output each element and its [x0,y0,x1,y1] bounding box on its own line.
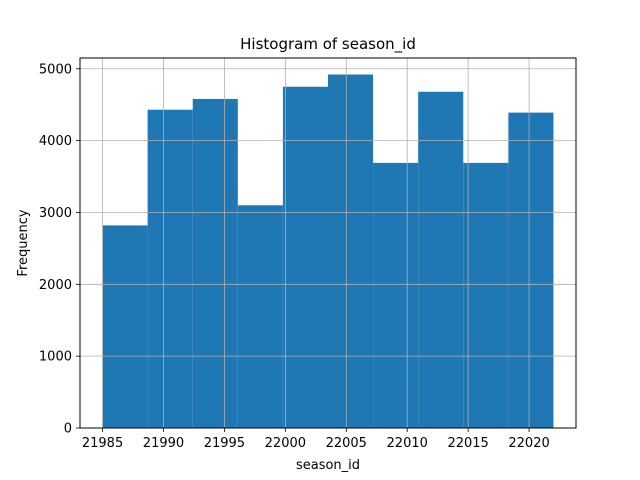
histogram-bar-9 [463,162,509,429]
y-tick-label-4: 3000 [39,206,72,221]
y-axis-label: Frequency [16,209,31,276]
bars-group [102,74,554,429]
histogram-bar-2 [147,109,193,429]
histogram-bar-10 [508,112,554,429]
x-axis-label: season_id [296,458,360,473]
x-tick-label-3: 21995 [204,436,245,451]
y-ticks-group: 0 1000 2000 3000 4000 5000 [39,62,80,437]
y-tick-label-6: 5000 [39,62,72,77]
x-tick-label-1: 21985 [82,436,123,451]
y-tick-label-5: 4000 [39,134,72,149]
x-tick-label-5: 22005 [326,436,367,451]
chart-title: Histogram of season_id [240,35,416,54]
y-tick-label-2: 1000 [39,350,72,365]
histogram-bar-8 [418,91,464,428]
x-tick-label-7: 22015 [447,436,488,451]
histogram-bar-3 [192,98,238,429]
y-tick-label-1: 0 [64,422,72,437]
plot-frame [79,57,577,429]
histogram-bar-5 [282,86,328,429]
histogram-bar-1 [102,225,148,428]
x-tick-label-8: 22020 [508,436,549,451]
x-tick-label-6: 22010 [387,436,428,451]
histogram-bar-7 [373,162,419,429]
y-tick-label-3: 2000 [39,278,72,293]
x-tick-label-2: 21990 [143,436,184,451]
histogram-bar-4 [237,205,283,428]
x-tick-label-4: 22000 [265,436,306,451]
x-ticks-group: 21985 21990 21995 22000 22005 22010 22015 22020 [82,428,550,451]
histogram-bar-6 [328,74,374,429]
